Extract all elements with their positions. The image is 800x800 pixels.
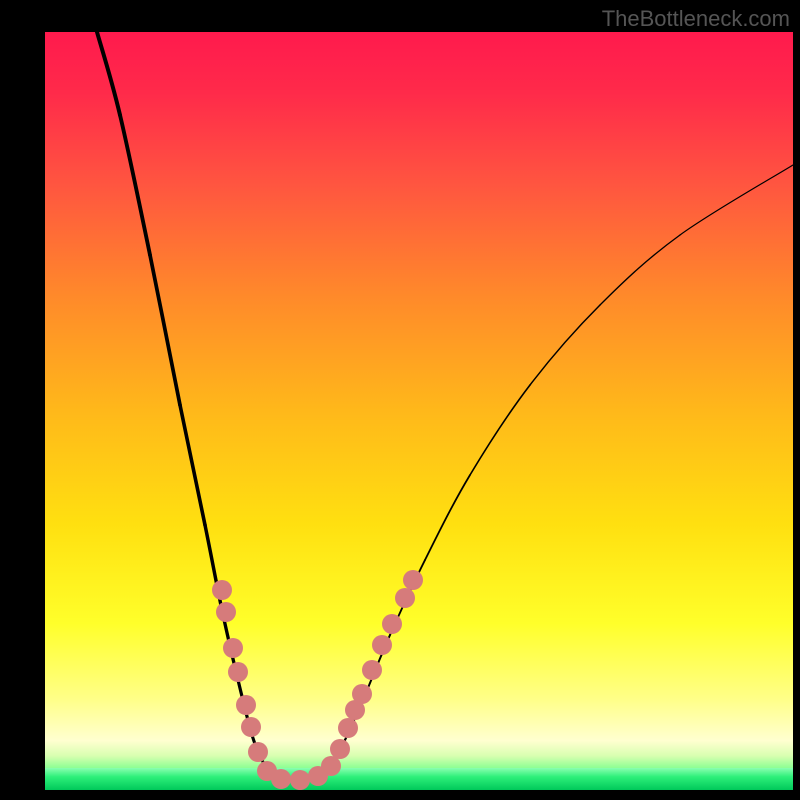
watermark-text: TheBottleneck.com (602, 6, 790, 32)
gradient-background (45, 32, 793, 790)
green-bottom-strip (45, 768, 793, 790)
chart-container: TheBottleneck.com (0, 0, 800, 800)
